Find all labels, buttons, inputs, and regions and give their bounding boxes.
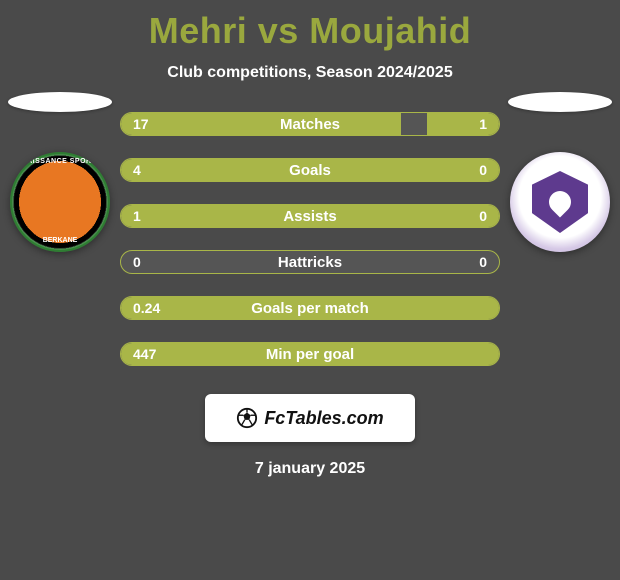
subtitle: Club competitions, Season 2024/2025 — [0, 64, 620, 82]
bar-label: Min per goal — [121, 343, 499, 365]
page-title: Mehri vs Moujahid — [0, 0, 620, 52]
crest-right-shield-icon — [532, 171, 588, 233]
club-crest-right — [510, 152, 610, 252]
crest-left-text-bottom: BERKANE — [43, 237, 78, 244]
crest-left-text-top: RENAISSANCE SPORTIVE — [11, 158, 109, 165]
bar-label: Goals — [121, 159, 499, 181]
club-crest-left: RENAISSANCE SPORTIVE BERKANE — [10, 152, 110, 252]
comparison-main: RENAISSANCE SPORTIVE BERKANE 171Matches 4… — [0, 112, 620, 366]
bar-label: Hattricks — [121, 251, 499, 273]
bars-container: 171Matches 40Goals 10Assists 00Hattricks 0.2… — [120, 112, 500, 366]
stat-bar: 171Matches — [120, 112, 500, 136]
stat-bar: 10Assists — [120, 204, 500, 228]
site-logo: FcTables.com — [205, 394, 415, 442]
bar-label: Matches — [121, 113, 499, 135]
site-label: FcTables.com — [264, 408, 383, 429]
stat-bar: 40Goals — [120, 158, 500, 182]
player-left-ellipse — [8, 92, 112, 112]
stat-bar: 0.24Goals per match — [120, 296, 500, 320]
player-left-side: RENAISSANCE SPORTIVE BERKANE — [8, 92, 112, 252]
player-right-ellipse — [508, 92, 612, 112]
soccer-ball-icon — [236, 407, 258, 429]
bar-label: Assists — [121, 205, 499, 227]
player-right-side — [508, 92, 612, 252]
bar-label: Goals per match — [121, 297, 499, 319]
stat-bar: 447Min per goal — [120, 342, 500, 366]
stat-bar: 00Hattricks — [120, 250, 500, 274]
infographic-date: 7 january 2025 — [0, 460, 620, 478]
